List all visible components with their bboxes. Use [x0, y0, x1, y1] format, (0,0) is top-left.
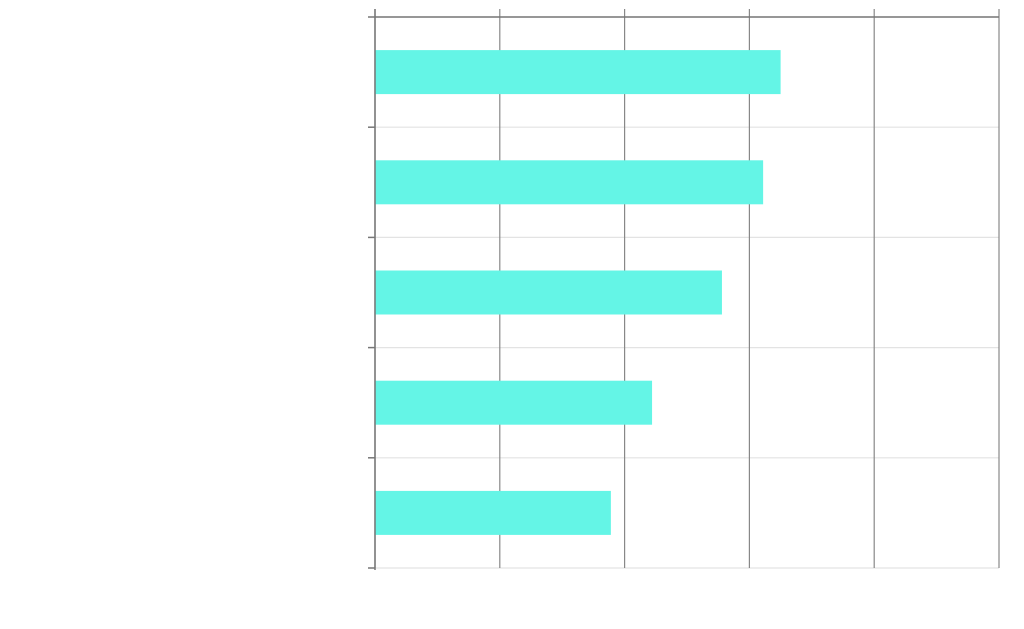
bar — [375, 270, 722, 315]
bar — [375, 160, 764, 205]
bar — [375, 490, 611, 535]
axis-layer — [368, 9, 999, 570]
bar-layer — [375, 50, 781, 535]
bar — [375, 380, 653, 425]
bar — [375, 50, 781, 95]
